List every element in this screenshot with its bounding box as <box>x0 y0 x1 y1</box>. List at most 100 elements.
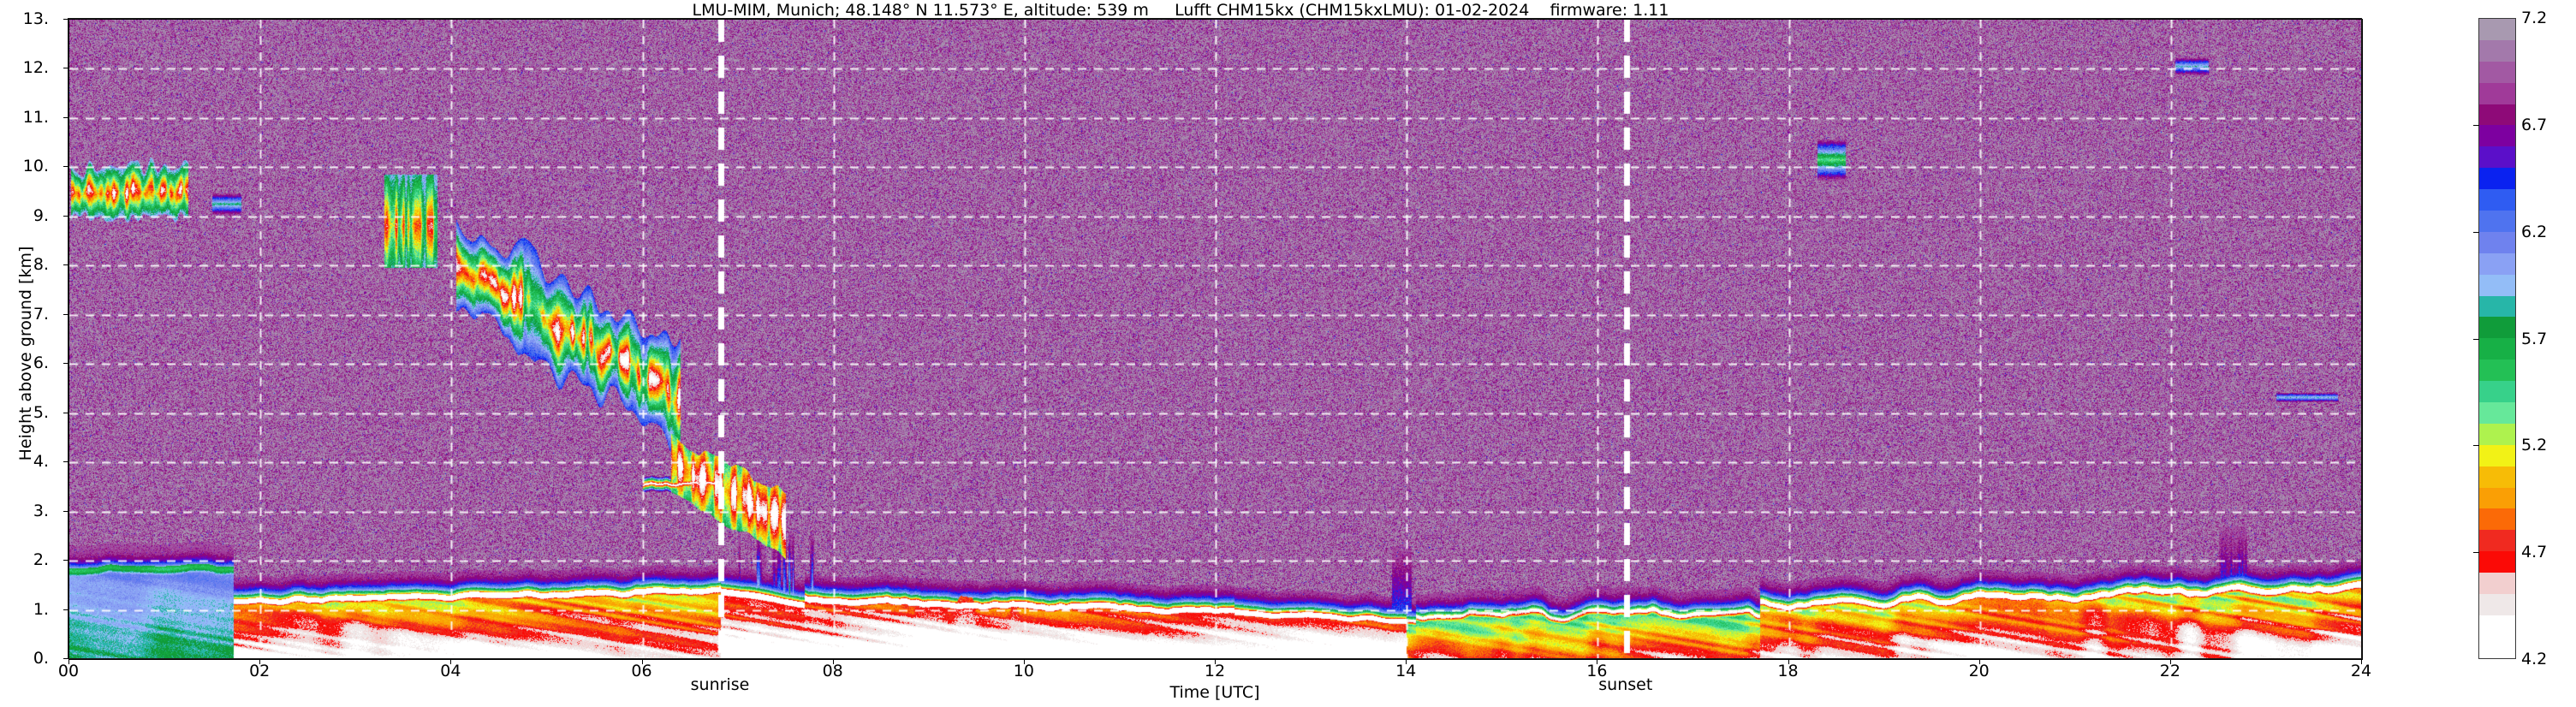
y-tick-mark <box>63 117 68 118</box>
y-tick-mark <box>63 461 68 462</box>
y-tick-label: 3. <box>33 501 49 520</box>
colorbar-band <box>2479 487 2515 509</box>
colorbar-band <box>2479 338 2515 360</box>
colorbar-band <box>2479 189 2515 211</box>
x-tick-label: 24 <box>2350 662 2372 680</box>
x-tick-mark <box>1215 659 1216 664</box>
y-tick-label: 10. <box>22 157 49 176</box>
colorbar-tick-mark <box>2473 339 2479 340</box>
colorbar-band <box>2479 381 2515 403</box>
x-tick-mark <box>642 659 643 664</box>
colorbar-band <box>2479 146 2515 169</box>
y-tick-label: 6. <box>33 354 49 373</box>
y-tick-mark <box>63 363 68 364</box>
colorbar-band <box>2479 530 2515 552</box>
y-tick-mark <box>63 658 68 659</box>
y-tick-label: 7. <box>33 304 49 324</box>
colorbar-band <box>2479 423 2515 445</box>
y-tick-mark <box>63 166 68 167</box>
y-tick-mark <box>63 609 68 610</box>
page-title: LMU-MIM, Munich; 48.148° N 11.573° E, al… <box>692 1 1669 20</box>
x-tick-label: 10 <box>1013 662 1034 680</box>
colorbar-band <box>2479 104 2515 126</box>
x-tick-mark <box>1024 659 1025 664</box>
colorbar-band <box>2479 39 2515 62</box>
y-tick-label: 9. <box>33 205 49 225</box>
colorbar-band <box>2479 359 2515 382</box>
y-tick-mark <box>63 264 68 265</box>
colorbar-band <box>2479 274 2515 296</box>
x-tick-label: 04 <box>440 662 461 680</box>
colorbar-band <box>2479 295 2515 318</box>
colorbar-band <box>2479 19 2515 40</box>
x-tick-mark <box>833 659 834 664</box>
colorbar-tick-mark <box>2473 445 2479 446</box>
colorbar-band <box>2479 253 2515 275</box>
colorbar-band <box>2479 61 2515 83</box>
x-tick-label: 02 <box>249 662 271 680</box>
colorbar-tick-label: 6.7 <box>2521 115 2548 134</box>
y-tick-mark <box>63 19 68 20</box>
colorbar-band <box>2479 573 2515 595</box>
y-tick-label: 5. <box>33 402 49 422</box>
colorbar-band <box>2479 402 2515 424</box>
colorbar-tick-label: 5.7 <box>2521 329 2548 348</box>
y-tick-mark <box>63 314 68 315</box>
y-tick-label: 8. <box>33 255 49 275</box>
colorbar-band <box>2479 82 2515 104</box>
backscatter-canvas <box>69 20 2362 659</box>
colorbar-tick-mark <box>2473 552 2479 553</box>
colorbar-band <box>2479 508 2515 531</box>
x-tick-mark <box>1406 659 1407 664</box>
x-tick-mark <box>1788 659 1789 664</box>
colorbar-tick-label: 4.7 <box>2521 543 2548 562</box>
colorbar-band <box>2479 551 2515 573</box>
x-tick-label: 16 <box>1586 662 1608 680</box>
x-tick-label: 06 <box>631 662 652 680</box>
x-tick-label: 08 <box>822 662 843 680</box>
y-tick-label: 11. <box>22 107 49 127</box>
colorbar-band <box>2479 168 2515 190</box>
colorbar-gradient <box>2478 18 2516 659</box>
colorbar-tick-mark <box>2473 232 2479 233</box>
y-tick-label: 4. <box>33 452 49 472</box>
colorbar-tick-label: 7.2 <box>2521 9 2548 27</box>
y-tick-label: 13. <box>22 9 49 28</box>
colorbar-tick-label: 4.2 <box>2521 650 2548 668</box>
colorbar-tick-label: 5.2 <box>2521 436 2548 455</box>
x-tick-mark <box>2170 659 2171 664</box>
annotation-sunrise: sunrise <box>690 675 750 694</box>
annotation-sunset: sunset <box>1598 675 1653 694</box>
backscatter-heatmap <box>68 19 2363 660</box>
x-tick-mark <box>68 659 69 664</box>
y-tick-label: 1. <box>33 599 49 619</box>
y-tick-label: 12. <box>22 58 49 78</box>
colorbar-band <box>2479 466 2515 488</box>
x-tick-mark <box>1979 659 1980 664</box>
colorbar-tick-label: 6.2 <box>2521 222 2548 241</box>
x-tick-label: 20 <box>1968 662 1990 680</box>
y-tick-mark <box>63 560 68 561</box>
colorbar-tick-mark <box>2473 125 2479 126</box>
x-axis-label: Time [UTC] <box>1169 683 1260 702</box>
colorbar-band <box>2479 636 2515 658</box>
y-tick-label: 0. <box>33 649 49 668</box>
colorbar-band <box>2479 615 2515 637</box>
x-tick-label: 00 <box>57 662 80 680</box>
colorbar-band <box>2479 125 2515 147</box>
x-tick-mark <box>259 659 260 664</box>
x-tick-mark <box>2361 659 2362 664</box>
colorbar-band <box>2479 211 2515 232</box>
x-tick-label: 12 <box>1204 662 1226 680</box>
colorbar-band <box>2479 594 2515 615</box>
x-tick-label: 18 <box>1777 662 1799 680</box>
colorbar-band <box>2479 317 2515 339</box>
colorbar-band <box>2479 231 2515 253</box>
colorbar <box>2478 18 2516 659</box>
y-tick-mark <box>63 511 68 512</box>
y-tick-label: 2. <box>33 550 49 570</box>
colorbar-band <box>2479 444 2515 466</box>
x-tick-label: 14 <box>1395 662 1417 680</box>
y-tick-mark <box>63 216 68 217</box>
